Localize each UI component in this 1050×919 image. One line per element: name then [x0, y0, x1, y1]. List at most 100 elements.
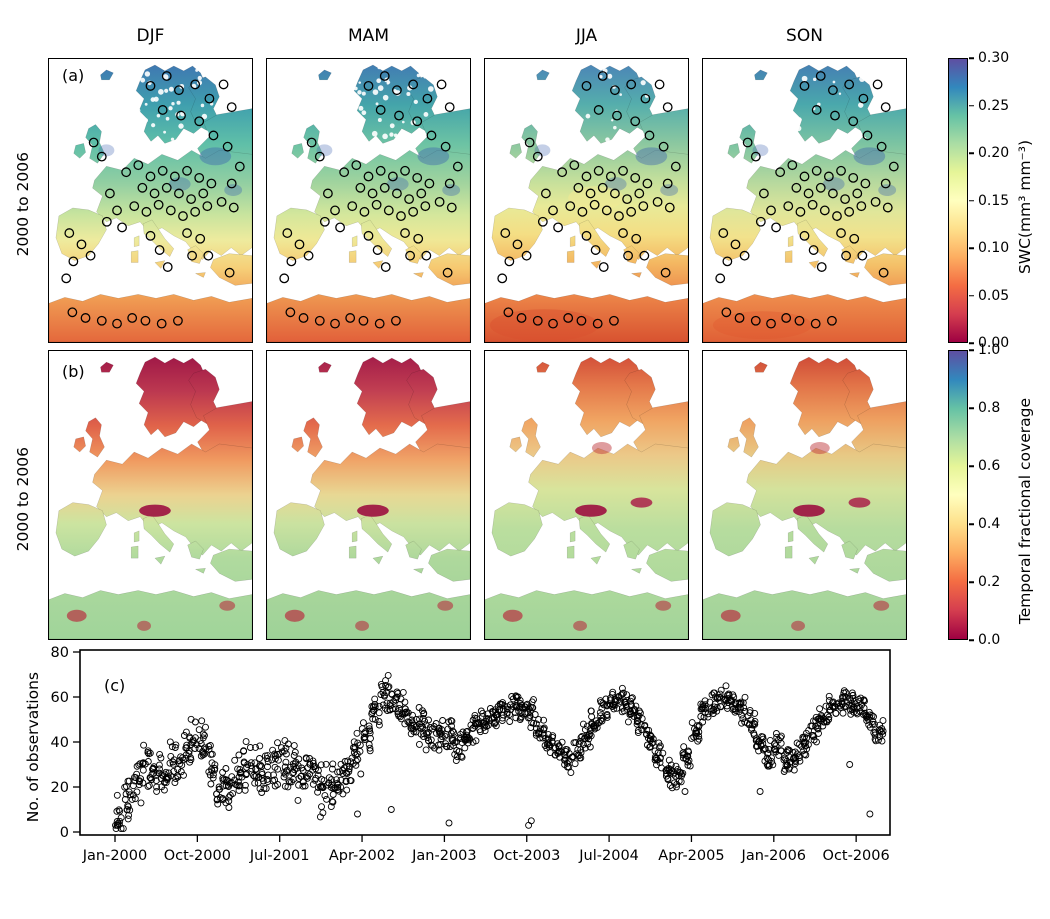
map-panel-swc-mam [266, 58, 471, 343]
station-marker [226, 102, 237, 113]
station-marker [194, 172, 205, 183]
station-marker [563, 313, 574, 323]
colorbar-tick-label: 0.2 [978, 574, 1001, 590]
observations-scatter-plot: 0 20 40 60 80 Jan-2000 Oct-2000 Jul-2001 Apr-200… [51, 645, 891, 864]
station-marker [548, 205, 558, 216]
station-marker [319, 216, 330, 227]
x-tick-label: Jan-2000 [82, 848, 148, 864]
station-marker [734, 313, 745, 323]
station-marker [597, 71, 608, 81]
europe-map [703, 64, 906, 342]
station-marker [858, 93, 869, 104]
colorbar-swc-gradient [948, 58, 968, 343]
station-marker [314, 315, 325, 326]
station-marker [503, 307, 514, 318]
station-marker [285, 307, 296, 318]
colorbar-tick-label: 0.30 [978, 50, 1010, 66]
station-marker [359, 206, 370, 217]
x-tick-label: Oct-2006 [823, 848, 890, 864]
column-title-son: SON [786, 26, 823, 46]
station-marker [565, 201, 576, 212]
station-marker [157, 105, 168, 115]
station-marker [330, 318, 340, 329]
station-marker [614, 211, 624, 222]
station-marker [372, 245, 383, 255]
x-tick-label: Jan-2003 [411, 848, 477, 864]
station-marker [799, 80, 810, 91]
station-marker [169, 171, 180, 182]
station-marker [836, 228, 846, 238]
station-marker [195, 233, 206, 244]
station-marker [387, 171, 398, 182]
station-marker [452, 161, 463, 172]
x-tick-label: Oct-2000 [164, 848, 231, 864]
station-marker [306, 137, 317, 148]
colorbar-coverage-gradient [948, 350, 968, 640]
colorbar-tick-mark [969, 294, 974, 297]
station-marker [64, 228, 75, 238]
station-marker [182, 165, 192, 176]
station-marker [355, 182, 366, 193]
station-marker [577, 206, 588, 217]
station-marker [610, 188, 620, 199]
station-marker [540, 188, 551, 199]
station-marker [590, 245, 601, 255]
station-marker [581, 171, 592, 182]
station-marker [880, 102, 891, 113]
station-marker [363, 230, 374, 241]
station-marker [76, 239, 87, 250]
station-marker [638, 201, 649, 212]
station-marker [548, 318, 558, 329]
station-marker [830, 110, 840, 121]
colorbar-tick-label: 0.05 [978, 287, 1010, 304]
station-marker [96, 151, 107, 162]
station-marker [537, 216, 548, 227]
station-marker [771, 222, 781, 233]
station-marker [392, 188, 402, 199]
station-marker [862, 130, 873, 141]
station-marker [204, 93, 215, 104]
station-marker [203, 250, 214, 261]
colorbar-tick-label: 0.8 [978, 400, 1001, 416]
x-tick-label: Jan-2006 [741, 848, 807, 864]
colorbar-tick-mark [969, 523, 974, 525]
station-marker [224, 267, 235, 278]
colorbar-tick-mark [969, 581, 974, 583]
station-marker [187, 250, 197, 261]
station-marker [222, 141, 233, 152]
station-marker [581, 230, 592, 241]
station-marker [755, 216, 766, 227]
station-marker [870, 196, 881, 207]
station-marker [597, 182, 608, 193]
station-marker [421, 250, 432, 261]
station-marker [140, 315, 151, 326]
x-tick-label: Oct-2003 [493, 848, 560, 864]
station-marker [216, 196, 227, 207]
panel-label-b: (b) [62, 362, 85, 381]
station-marker [532, 151, 543, 162]
station-marker [573, 182, 584, 193]
station-marker [642, 178, 653, 189]
station-marker [173, 315, 183, 326]
station-marker [129, 201, 140, 212]
station-marker [497, 273, 508, 284]
station-marker [750, 315, 761, 326]
station-marker [844, 206, 855, 217]
row-label-b: 2000 to 2006 [14, 447, 32, 552]
station-marker [112, 318, 122, 329]
station-marker [799, 230, 810, 241]
station-marker [852, 188, 863, 199]
station-marker [412, 116, 423, 127]
station-marker [828, 85, 838, 96]
station-marker [500, 228, 511, 238]
station-marker [888, 161, 899, 172]
station-marker [766, 205, 776, 216]
station-marker [282, 228, 293, 238]
station-marker [848, 116, 859, 127]
europe-map [267, 64, 470, 342]
station-marker [721, 307, 732, 318]
station-marker [202, 201, 213, 212]
station-marker [174, 188, 184, 199]
x-tick-label: Apr-2005 [658, 848, 724, 864]
